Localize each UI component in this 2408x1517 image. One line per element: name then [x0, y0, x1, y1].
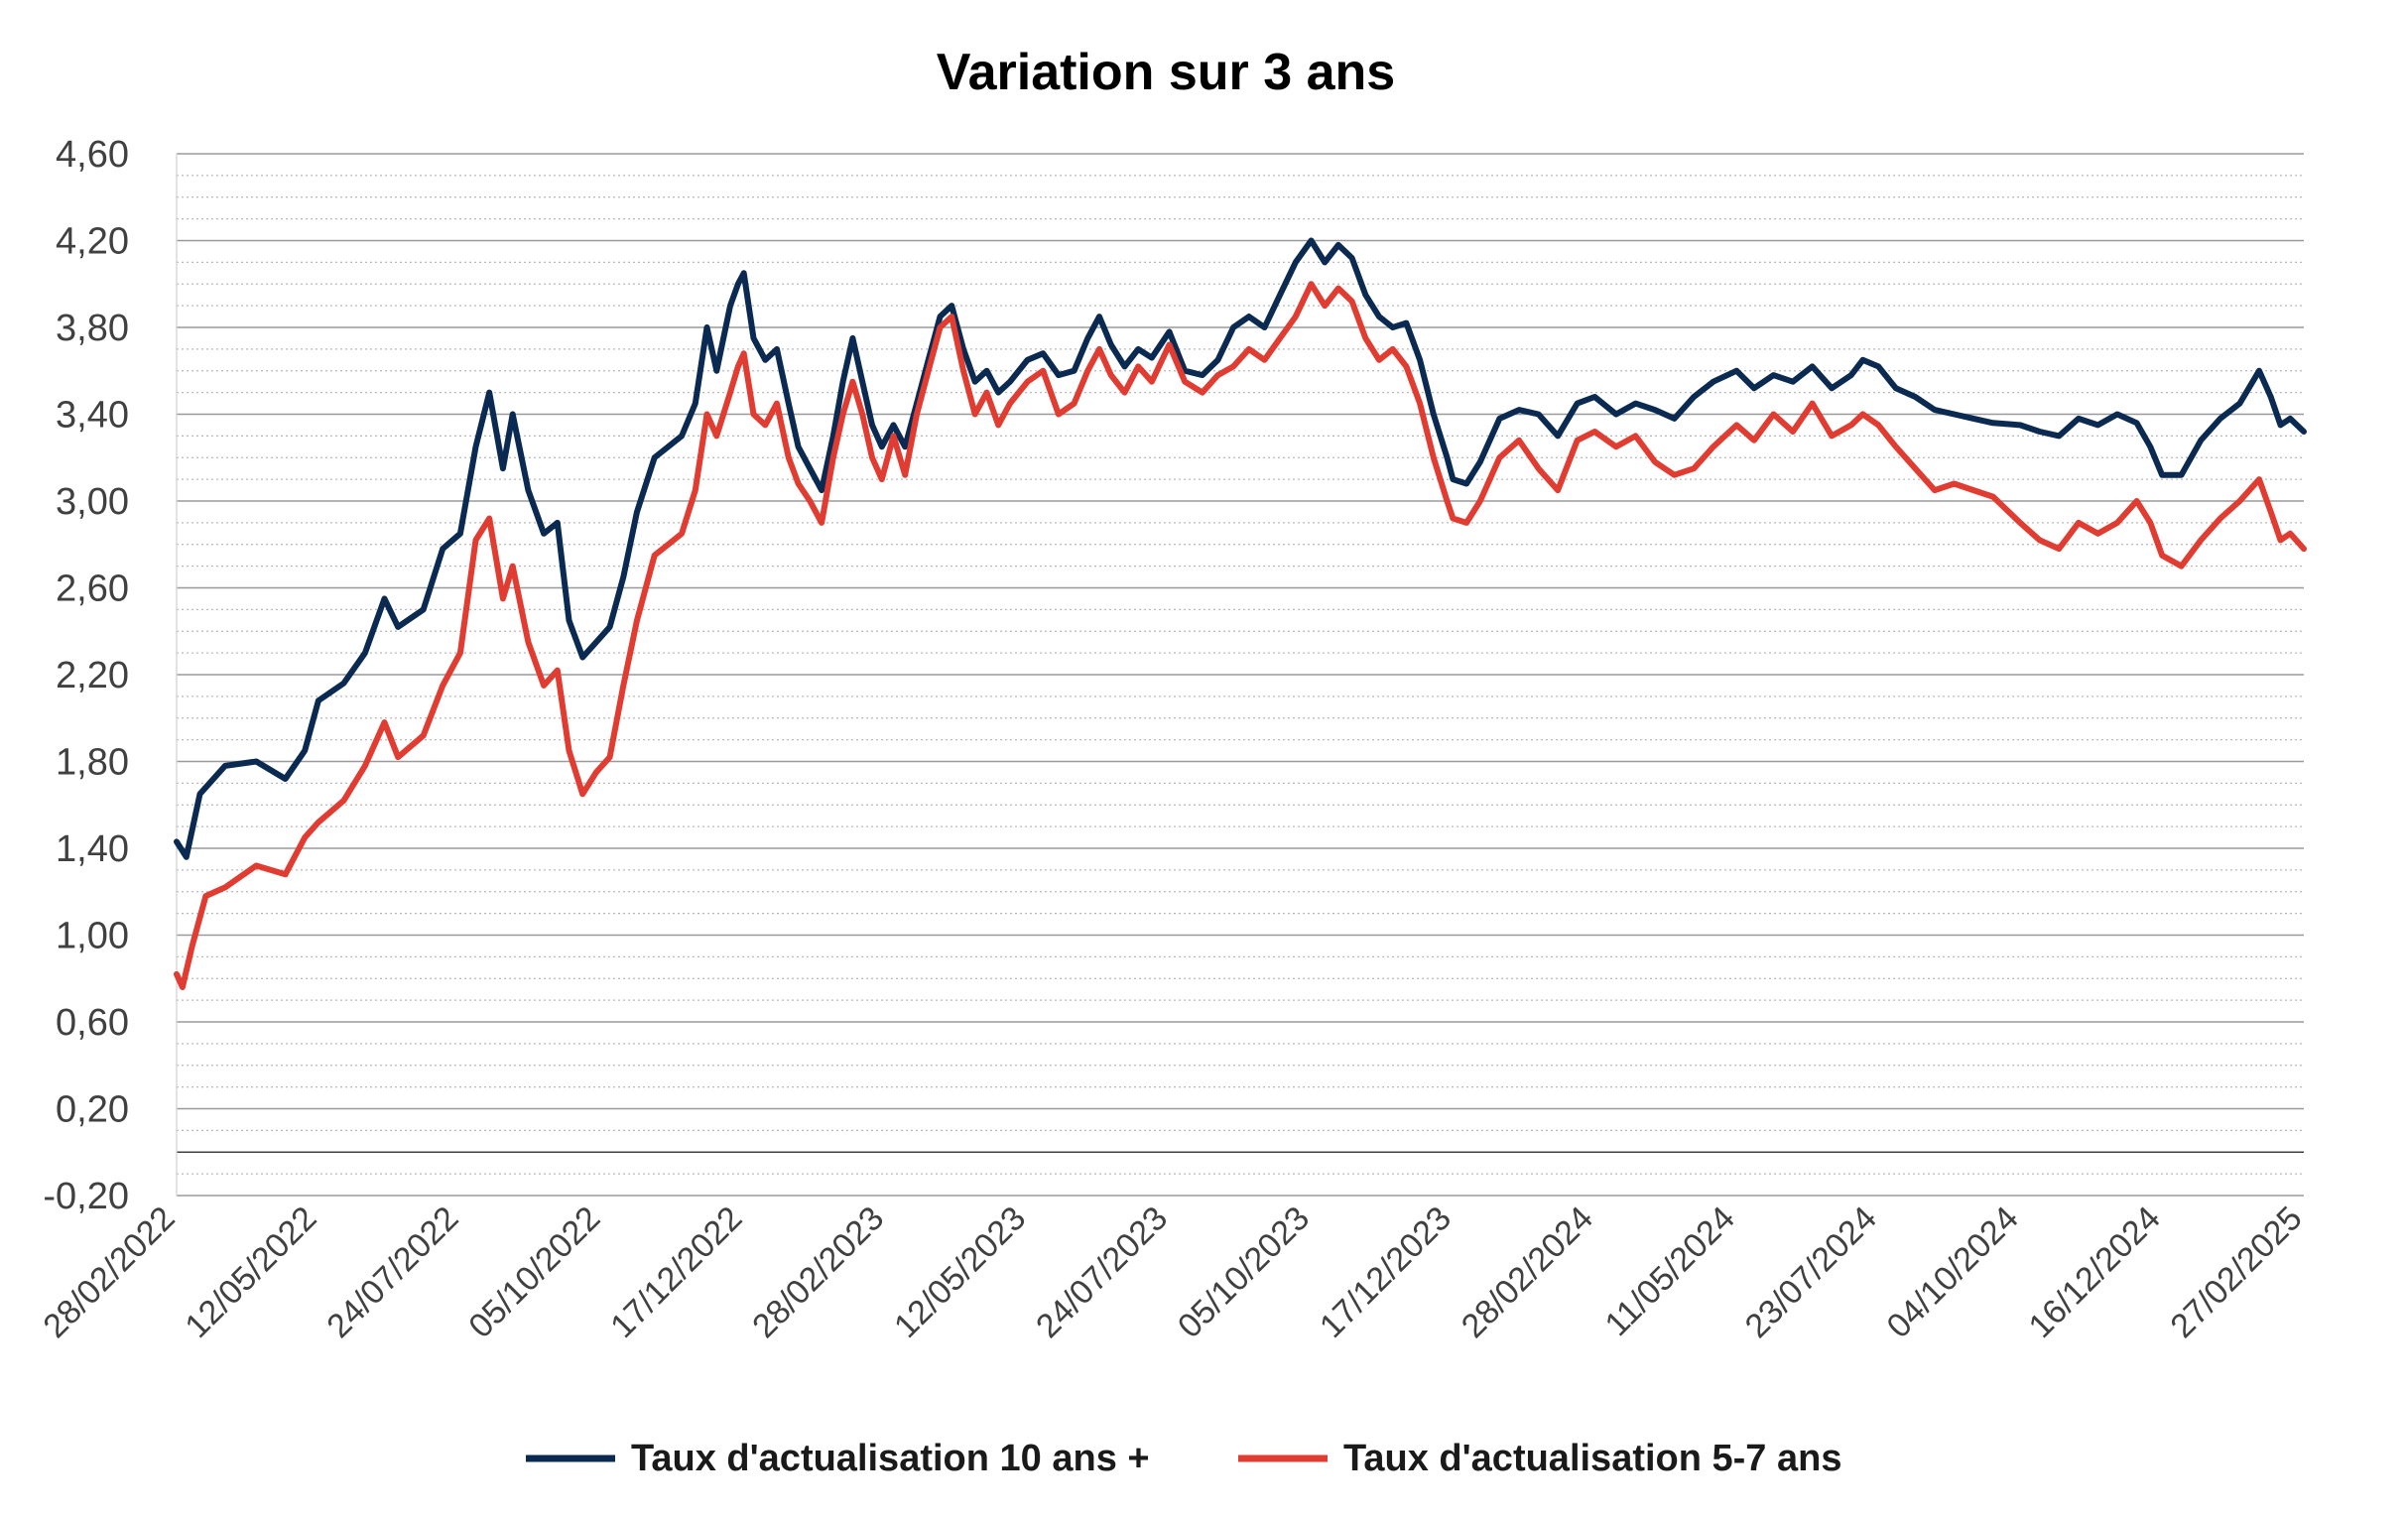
y-tick-label: -0,20: [43, 1176, 129, 1217]
y-tick-label: 3,80: [56, 308, 129, 349]
chart-title: Variation sur 3 ans: [937, 44, 1395, 101]
x-tick-label: 05/10/2023: [1171, 1200, 1317, 1345]
x-tick-label: 28/02/2023: [745, 1200, 891, 1345]
y-tick-label: 1,80: [56, 742, 129, 784]
x-tick-label: 17/12/2022: [603, 1200, 749, 1345]
x-tick-label: 27/02/2025: [2163, 1200, 2309, 1345]
y-tick-label: 1,00: [56, 916, 129, 957]
y-tick-label: 2,20: [56, 655, 129, 696]
x-tick-label: 04/10/2024: [1880, 1200, 2026, 1345]
y-tick-label: 0,20: [56, 1089, 129, 1131]
y-tick-label: 4,20: [56, 221, 129, 263]
x-tick-label: 28/02/2024: [1455, 1200, 1600, 1345]
x-tick-label: 17/12/2023: [1313, 1200, 1458, 1345]
series-line-0: [174, 237, 2307, 860]
legend-label: Taux d'actualisation 5-7 ans: [1343, 1438, 1841, 1479]
y-tick-label: 3,00: [56, 481, 129, 523]
x-tick-label: 24/07/2023: [1029, 1200, 1175, 1345]
y-tick-label: 3,40: [56, 395, 129, 437]
y-tick-label: 0,60: [56, 1002, 129, 1044]
y-tick-label: 2,60: [56, 569, 129, 610]
x-tick-label: 05/10/2022: [461, 1200, 607, 1345]
x-tick-label: 12/05/2023: [887, 1200, 1033, 1345]
legend-label: Taux d'actualisation 10 ans +: [631, 1438, 1150, 1479]
x-tick-label: 12/05/2022: [178, 1200, 323, 1345]
x-tick-label: 23/07/2024: [1738, 1200, 1884, 1345]
legend: Taux d'actualisation 10 ans + Taux d'actu…: [526, 1438, 1841, 1479]
series-lines: [174, 237, 2307, 990]
x-tick-label: 16/12/2024: [2022, 1200, 2168, 1345]
y-tick-label: 1,40: [56, 828, 129, 870]
y-tick-label: 4,60: [56, 134, 129, 176]
x-tick-label: 28/02/2022: [36, 1200, 182, 1345]
series-line-1: [174, 281, 2307, 990]
x-axis-ticks: 28/02/202212/05/202224/07/202205/10/2022…: [36, 1200, 2309, 1345]
gridlines: [176, 153, 2304, 1197]
x-tick-label: 11/05/2024: [1598, 1200, 1742, 1343]
x-tick-label: 24/07/2022: [319, 1200, 465, 1345]
y-axis-ticks: 4,60 4,20 3,80 3,40 3,00 2,60 2,20 1,80 1,40 1,00…: [43, 134, 129, 1217]
